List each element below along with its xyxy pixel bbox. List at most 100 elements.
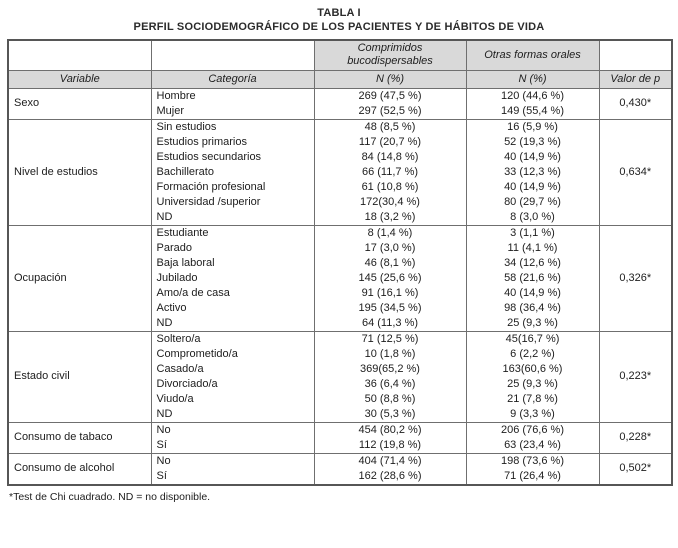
- p-value-cell: 0,326*: [598, 224, 673, 331]
- value-cell-otras-formas: 16 (5,9 %): [465, 118, 600, 135]
- value-cell-bucodispersables: 269 (47,5 %): [313, 87, 467, 104]
- table-row: ND 30 (5,3 %) 9 (3,3 %): [8, 406, 672, 422]
- value-cell-otras-formas: 98 (36,4 %): [465, 300, 600, 316]
- value-cell-bucodispersables: 61 (10,8 %): [313, 179, 467, 195]
- category-cell: Sí: [150, 468, 315, 485]
- p-value-cell: 0,228*: [598, 421, 673, 453]
- category-cell: Estudios primarios: [150, 134, 315, 150]
- p-value-cell: 0,502*: [598, 452, 673, 485]
- value-cell-otras-formas: 8 (3,0 %): [465, 209, 600, 225]
- value-cell-otras-formas: 11 (4,1 %): [465, 240, 600, 256]
- value-cell-bucodispersables: 369(65,2 %): [313, 361, 467, 377]
- table-row: Sí 112 (19,8 %) 63 (23,4 %): [8, 437, 672, 453]
- table-row: Formación profesional 61 (10,8 %) 40 (14,9…: [8, 179, 672, 195]
- category-cell: Formación profesional: [150, 179, 315, 195]
- value-cell-otras-formas: 58 (21,6 %): [465, 270, 600, 286]
- table-row: Consumo de tabaco No 454 (80,2 %) 206 (76,6…: [7, 421, 673, 453]
- value-cell-otras-formas: 120 (44,6 %): [465, 87, 600, 104]
- value-cell-otras-formas: 198 (73,6 %): [465, 452, 600, 469]
- category-cell: Hombre: [150, 87, 315, 104]
- value-cell-bucodispersables: 48 (8,5 %): [313, 118, 467, 135]
- variable-cell: Consumo de tabaco: [7, 421, 152, 453]
- value-cell-otras-formas: 40 (14,9 %): [465, 179, 600, 195]
- value-cell-otras-formas: 6 (2,2 %): [465, 346, 600, 362]
- variable-cell: Sexo: [7, 87, 152, 119]
- p-value-cell: 0,223*: [598, 330, 673, 422]
- value-cell-bucodispersables: 454 (80,2 %): [313, 421, 467, 438]
- value-cell-bucodispersables: 145 (25,6 %): [313, 270, 467, 286]
- value-cell-otras-formas: 149 (55,4 %): [465, 103, 600, 119]
- category-cell: Amo/a de casa: [150, 285, 315, 301]
- table-row: Universidad /superior 172(30,4 %) 80 (29,7…: [8, 194, 672, 210]
- category-cell: Comprometido/a: [150, 346, 315, 362]
- value-cell-bucodispersables: 50 (8,8 %): [313, 391, 467, 407]
- table-row: Casado/a 369(65,2 %) 163(60,6 %): [8, 361, 672, 377]
- category-cell: Jubilado: [150, 270, 315, 286]
- table-row: Parado 17 (3,0 %) 11 (4,1 %): [8, 240, 672, 256]
- value-cell-otras-formas: 80 (29,7 %): [465, 194, 600, 210]
- value-cell-otras-formas: 21 (7,8 %): [465, 391, 600, 407]
- category-cell: Mujer: [150, 103, 315, 119]
- group-header-bucodispersables: Comprimidos bucodispersables: [313, 39, 467, 71]
- category-cell: Sin estudios: [150, 118, 315, 135]
- category-cell: ND: [150, 406, 315, 422]
- table-row: Sexo Hombre 269 (47,5 %) 120 (44,6 %) 0,430*: [7, 87, 673, 119]
- column-header-categoria: Categoría: [150, 69, 315, 89]
- category-cell: Sí: [150, 437, 315, 453]
- value-cell-bucodispersables: 8 (1,4 %): [313, 224, 467, 241]
- group-header-row: Comprimidos bucodispersables Otras formas…: [7, 39, 673, 71]
- table-row: Amo/a de casa 91 (16,1 %) 40 (14,9 %): [8, 285, 672, 301]
- blank-header-cell: [598, 39, 673, 71]
- category-cell: Estudios secundarios: [150, 149, 315, 165]
- value-cell-bucodispersables: 404 (71,4 %): [313, 452, 467, 469]
- value-cell-bucodispersables: 30 (5,3 %): [313, 406, 467, 422]
- blank-header-cell: [150, 39, 315, 71]
- category-cell: Viudo/a: [150, 391, 315, 407]
- value-cell-bucodispersables: 91 (16,1 %): [313, 285, 467, 301]
- value-cell-bucodispersables: 297 (52,5 %): [313, 103, 467, 119]
- value-cell-bucodispersables: 71 (12,5 %): [313, 330, 467, 347]
- table-row: Ocupación Estudiante 8 (1,4 %) 3 (1,1 %) 0,3…: [7, 224, 673, 331]
- category-cell: Universidad /superior: [150, 194, 315, 210]
- table-row: ND 64 (11,3 %) 25 (9,3 %): [8, 315, 672, 331]
- value-cell-otras-formas: 9 (3,3 %): [465, 406, 600, 422]
- category-cell: ND: [150, 315, 315, 331]
- table-row: Estudios primarios 117 (20,7 %) 52 (19,3 %…: [8, 134, 672, 150]
- column-header-variable: Variable: [7, 69, 152, 89]
- value-cell-otras-formas: 40 (14,9 %): [465, 149, 600, 165]
- table-row: Divorciado/a 36 (6,4 %) 25 (9,3 %): [8, 376, 672, 392]
- value-cell-bucodispersables: 66 (11,7 %): [313, 164, 467, 180]
- value-cell-bucodispersables: 195 (34,5 %): [313, 300, 467, 316]
- category-cell: Soltero/a: [150, 330, 315, 347]
- value-cell-otras-formas: 163(60,6 %): [465, 361, 600, 377]
- table-row: ND 18 (3,2 %) 8 (3,0 %): [8, 209, 672, 225]
- sociodemographic-table: Comprimidos bucodispersables Otras formas…: [7, 39, 673, 486]
- value-cell-bucodispersables: 162 (28,6 %): [313, 468, 467, 485]
- category-cell: Activo: [150, 300, 315, 316]
- group-header-otras-formas: Otras formas orales: [465, 39, 600, 71]
- value-cell-bucodispersables: 10 (1,8 %): [313, 346, 467, 362]
- column-header-n-pct-2: N (%): [465, 69, 600, 89]
- value-cell-bucodispersables: 117 (20,7 %): [313, 134, 467, 150]
- category-cell: Parado: [150, 240, 315, 256]
- value-cell-otras-formas: 25 (9,3 %): [465, 376, 600, 392]
- blank-header-cell: [7, 39, 152, 71]
- value-cell-bucodispersables: 64 (11,3 %): [313, 315, 467, 331]
- value-cell-bucodispersables: 18 (3,2 %): [313, 209, 467, 225]
- value-cell-otras-formas: 71 (26,4 %): [465, 468, 600, 485]
- table-row: Comprometido/a 10 (1,8 %) 6 (2,2 %): [8, 346, 672, 362]
- value-cell-otras-formas: 33 (12,3 %): [465, 164, 600, 180]
- table-row: Baja laboral 46 (8,1 %) 34 (12,6 %): [8, 255, 672, 271]
- value-cell-otras-formas: 3 (1,1 %): [465, 224, 600, 241]
- variable-cell: Estado civil: [7, 330, 152, 422]
- value-cell-bucodispersables: 172(30,4 %): [313, 194, 467, 210]
- value-cell-otras-formas: 40 (14,9 %): [465, 285, 600, 301]
- category-cell: Estudiante: [150, 224, 315, 241]
- table-row: Estado civil Soltero/a 71 (12,5 %) 45(16,7 …: [7, 330, 673, 422]
- column-header-valor-p: Valor de p: [598, 69, 673, 89]
- table-row: Jubilado 145 (25,6 %) 58 (21,6 %): [8, 270, 672, 286]
- value-cell-otras-formas: 25 (9,3 %): [465, 315, 600, 331]
- value-cell-bucodispersables: 46 (8,1 %): [313, 255, 467, 271]
- value-cell-bucodispersables: 84 (14,8 %): [313, 149, 467, 165]
- table-row: Sí 162 (28,6 %) 71 (26,4 %): [8, 468, 672, 485]
